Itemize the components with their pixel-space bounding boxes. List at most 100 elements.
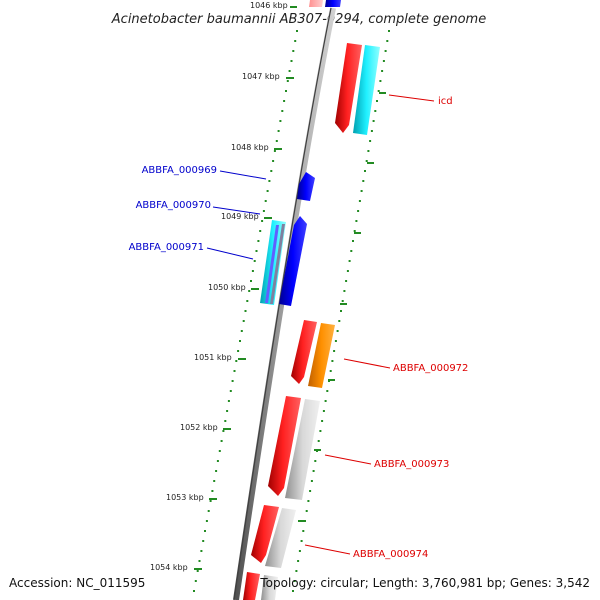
kbp-label: 1046 kbp (250, 1, 288, 10)
track-dot (240, 330, 243, 332)
track-dot (338, 320, 341, 322)
gene-label-abbfa-000972[interactable]: ABBFA_000972 (393, 363, 468, 374)
kbp-label: 1049 kbp (221, 212, 259, 221)
track-dot (250, 280, 252, 282)
kbp-label: 1047 kbp (242, 72, 280, 81)
track-dot (273, 150, 276, 152)
track-dot (334, 340, 337, 342)
kbp-label: 1053 kbp (166, 493, 204, 502)
track-dot (204, 530, 206, 532)
track-dot (358, 200, 361, 202)
track-dot (218, 450, 221, 452)
gene-abbfa-000973[interactable] (268, 396, 320, 500)
track-dot (200, 550, 203, 552)
track-dot (314, 460, 317, 462)
track-dot (196, 570, 199, 572)
track-dot (353, 230, 356, 232)
gene-abbfa-000970-971[interactable] (260, 216, 307, 306)
track-dot (305, 510, 308, 512)
track-dot (266, 190, 269, 192)
bottom-partial-genes[interactable] (243, 572, 278, 600)
track-dot (329, 370, 332, 372)
track-dot (220, 440, 223, 442)
track-dot (317, 440, 320, 442)
kbp-label: 1052 kbp (180, 423, 218, 432)
gene-label-abbfa-000973[interactable]: ABBFA_000973 (374, 459, 449, 470)
track-dot (202, 540, 205, 542)
track-dot (226, 410, 229, 412)
map-title: Acinetobacter baumannii AB307-0294, comp… (111, 12, 486, 27)
gene-abbfa-000974[interactable] (251, 505, 296, 568)
gene-abbfa-000972[interactable] (291, 320, 335, 388)
track-dot (275, 140, 278, 142)
gene-label-abbfa-000974[interactable]: ABBFA_000974 (353, 549, 428, 560)
track-dot (198, 560, 201, 562)
kbp-ticks: 1046 kbp 1047 kbp 1048 kbp 1049 kbp 1050… (150, 1, 297, 572)
kbp-label: 1054 kbp (150, 563, 188, 572)
track-dot (350, 250, 353, 252)
track-dot (296, 30, 298, 32)
gene-label-abbfa-000969[interactable]: ABBFA_000969 (142, 165, 217, 176)
track-dot (326, 390, 329, 392)
track-dot (310, 480, 313, 482)
track-dot (193, 590, 195, 592)
track-dot (270, 170, 273, 172)
outer-minor-ticks (298, 92, 386, 522)
gene-label-icd[interactable]: icd (438, 96, 453, 107)
track-dot (290, 60, 293, 62)
track-dot (379, 80, 382, 82)
track-dot (264, 200, 267, 202)
track-dot (235, 360, 238, 362)
track-dot (272, 160, 275, 162)
track-dot (322, 410, 325, 412)
track-dot (300, 540, 303, 542)
track-dot (246, 300, 249, 302)
track-dot (281, 110, 284, 112)
track-dot (345, 280, 348, 282)
gene-abbfa-000969[interactable] (297, 172, 315, 201)
track-dot (343, 290, 346, 292)
gene-callouts (206, 94, 435, 555)
track-dot (207, 510, 210, 512)
track-dot (355, 220, 358, 222)
track-dot (331, 360, 334, 362)
track-dot (257, 240, 260, 242)
track-dot (224, 420, 227, 422)
track-dot (215, 470, 218, 472)
track-dot (307, 500, 310, 502)
track-dot (293, 580, 296, 582)
track-dot (237, 350, 240, 352)
track-dot (324, 400, 327, 402)
track-dot (277, 130, 280, 132)
kbp-label: 1050 kbp (208, 283, 246, 292)
track-dot (346, 270, 349, 272)
track-dot (268, 180, 271, 182)
track-dot (340, 310, 342, 312)
track-dot (227, 400, 230, 402)
track-dot (279, 120, 282, 122)
gene-icd[interactable] (335, 43, 380, 135)
track-dot (377, 90, 380, 92)
gene-label-abbfa-000970[interactable]: ABBFA_000970 (136, 200, 211, 211)
track-dot (286, 80, 289, 82)
gene-label-abbfa-000971[interactable]: ABBFA_000971 (129, 242, 204, 253)
top-partial-genes[interactable] (309, 0, 341, 7)
track-dot (376, 100, 378, 102)
track-dot (302, 530, 305, 532)
track-dot (298, 550, 301, 552)
track-dot (213, 480, 216, 482)
track-dot (222, 430, 225, 432)
track-dot (255, 250, 258, 252)
track-dot (348, 260, 351, 262)
track-dot (360, 190, 363, 192)
track-dot (233, 370, 236, 372)
track-dot (388, 30, 390, 32)
track-dot (333, 350, 336, 352)
track-dot (261, 220, 264, 222)
track-dot (229, 390, 232, 392)
track-dot (381, 70, 384, 72)
accession-text: Accession: NC_011595 (9, 576, 145, 590)
track-dot (251, 270, 254, 272)
track-dot (341, 300, 344, 302)
track-dot (294, 40, 297, 42)
